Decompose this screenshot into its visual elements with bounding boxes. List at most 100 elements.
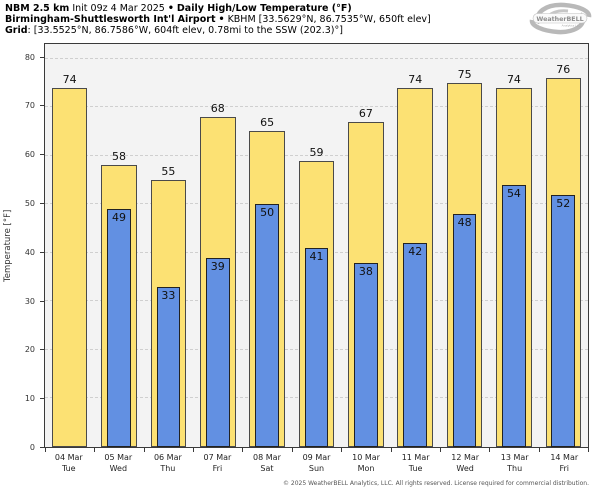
low-bar: 49 [107, 209, 131, 447]
header-line-3: Grid: [33.5525°N, 86.7586°W, 604ft elev,… [5, 25, 431, 36]
high-value-label: 74 [408, 72, 423, 86]
x-tick-date: 10 Mar [352, 453, 380, 462]
station-name: Birmingham-Shuttlesworth Int'l Airport [5, 14, 216, 25]
bar-group: 74 42 [391, 44, 440, 447]
grid-details: : [33.5525°N, 86.7586°W, 604ft elev, 0.7… [27, 25, 343, 36]
y-tick-label: 40 [24, 247, 35, 257]
weatherbell-logo-icon: WeatherBELL Analytics LLC [529, 2, 592, 35]
x-tick-mark [489, 448, 491, 452]
low-value-label: 42 [408, 245, 423, 259]
product-title: Daily High/Low Temperature (°F) [176, 3, 352, 14]
high-value-label: 67 [358, 106, 373, 120]
x-tick-day: Mon [357, 463, 375, 473]
bar-group: 65 50 [242, 44, 291, 447]
bar-group: 55 33 [144, 44, 193, 447]
x-axis-labels: 04 Mar Tue 05 Mar Wed 06 Mar Thu 07 Mar Fri 08 M… [44, 453, 589, 474]
x-tick-mark [143, 448, 145, 452]
y-tick-label: 50 [24, 199, 35, 209]
bar-group: 76 52 [539, 44, 588, 447]
x-tick-day: Tue [61, 463, 76, 473]
x-category-label: 09 Mar Sun [292, 453, 342, 474]
low-bar: 38 [354, 262, 378, 447]
y-tick-mark [40, 105, 44, 107]
bar-group: 58 49 [94, 44, 143, 447]
low-value-label: 50 [260, 206, 275, 220]
high-value-label: 59 [309, 145, 324, 159]
bar-group: 74 [45, 44, 94, 447]
low-bar: 54 [502, 184, 526, 447]
high-value-label: 74 [62, 72, 77, 86]
bar-group: 67 38 [341, 44, 390, 447]
x-tick-date: 06 Mar [153, 453, 182, 462]
x-tick-mark [193, 448, 195, 452]
x-tick-date: 13 Mar [500, 453, 529, 462]
gridline [45, 154, 588, 156]
y-tick-mark [40, 251, 44, 253]
low-value-label: 41 [309, 249, 324, 263]
x-tick-mark [94, 448, 96, 452]
high-value-label: 75 [457, 67, 472, 81]
station-details: KBHM [33.5629°N, 86.7535°W, 650ft elev] [227, 14, 431, 25]
y-tick-label: 80 [24, 52, 35, 62]
gridline [45, 57, 588, 59]
y-tick-label: 70 [24, 101, 35, 111]
y-tick-mark [40, 203, 44, 205]
x-tick-mark [291, 448, 293, 452]
y-axis: 0 10 20 30 40 50 60 70 80 [0, 43, 44, 452]
low-bar: 50 [255, 204, 279, 447]
y-tick-mark [40, 300, 44, 302]
x-tick-date: 07 Mar [203, 453, 232, 462]
model-name: NBM 2.5 km [5, 3, 70, 14]
high-bar [51, 87, 88, 447]
x-tick-day: Tue [408, 463, 423, 473]
y-tick-label: 10 [24, 394, 35, 404]
low-value-label: 38 [358, 264, 373, 278]
x-tick-date: 05 Mar [104, 453, 133, 462]
x-tick-day: Fri [212, 463, 223, 473]
grid-label: Grid [5, 25, 28, 36]
logo-tagline: Analytics LLC [562, 24, 581, 28]
x-category-label: 07 Mar Fri [193, 453, 243, 474]
y-tick-label: 60 [24, 150, 35, 160]
low-bar: 39 [205, 257, 230, 447]
low-value-label: 49 [112, 211, 127, 225]
bar-group: 75 48 [440, 44, 489, 447]
x-tick-date: 14 Mar [550, 453, 579, 462]
header-line-1: NBM 2.5 km Init 09z 4 Mar 2025 • Daily Hig… [5, 3, 431, 14]
x-tick-date: 11 Mar [401, 453, 430, 462]
x-tick-day: Sun [308, 463, 325, 473]
x-tick-date: 09 Mar [302, 453, 331, 462]
x-tick-mark [439, 448, 441, 452]
x-tick-day: Sat [260, 463, 274, 473]
high-value-label: 74 [506, 72, 521, 86]
y-tick-mark [40, 154, 44, 156]
low-value-label: 48 [457, 215, 472, 229]
y-tick-mark [40, 398, 44, 400]
low-value-label: 54 [506, 186, 521, 200]
x-category-label: 10 Mar Mon [341, 453, 391, 474]
bullet-separator: • [167, 3, 174, 14]
high-value-label: 76 [556, 63, 571, 76]
x-category-label: 06 Mar Thu [143, 453, 193, 474]
high-value-label: 65 [260, 116, 275, 130]
x-tick-mark [341, 448, 343, 452]
x-tick-date: 08 Mar [253, 453, 281, 462]
x-tick-day: Thu [160, 463, 176, 473]
y-tick-label: 30 [24, 296, 35, 306]
x-tick-day: Fri [559, 463, 569, 473]
x-tick-date: 12 Mar [451, 453, 480, 462]
x-category-label: 04 Mar Tue [44, 453, 94, 474]
x-category-label: 14 Mar Fri [539, 453, 589, 474]
bar-group: 68 39 [193, 44, 242, 447]
header-line-2: Birmingham-Shuttlesworth Int'l Airport • K… [5, 14, 431, 25]
y-tick-label: 20 [24, 345, 35, 355]
low-bar: 42 [403, 243, 428, 447]
y-tick-mark [40, 56, 44, 58]
low-bar: 48 [452, 213, 477, 447]
x-category-label: 08 Mar Sat [242, 453, 292, 474]
y-tick-mark [40, 447, 44, 448]
x-tick-day: Wed [109, 463, 128, 473]
x-category-label: 11 Mar Tue [391, 453, 441, 474]
high-value-label: 58 [112, 150, 127, 164]
low-value-label: 39 [210, 259, 225, 273]
